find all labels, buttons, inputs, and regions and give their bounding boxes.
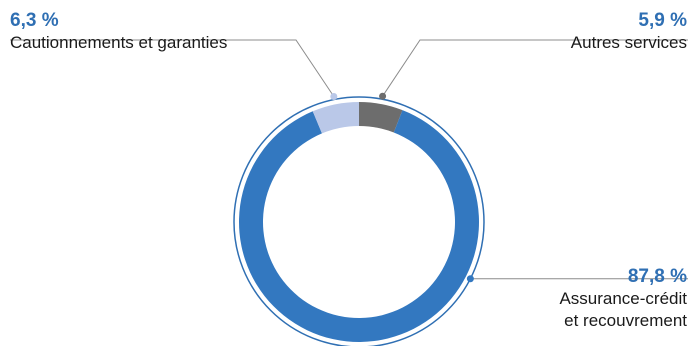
label-assurance-credit: 87,8 % Assurance-crédit et recouvrement — [559, 266, 687, 332]
category-assurance-credit-line1: Assurance-crédit — [559, 289, 687, 308]
percent-autres-services: 5,9 % — [638, 10, 687, 31]
slice-2 — [359, 102, 403, 133]
category-cautionnements: Cautionnements et garanties — [10, 33, 228, 52]
marker-cautionnements — [330, 92, 338, 100]
marker-assurance-credit — [466, 275, 474, 283]
percent-cautionnements: 6,3 % — [10, 10, 59, 31]
label-cautionnements: 6,3 % Cautionnements et garanties — [10, 10, 227, 54]
leader-autres-services — [382, 39, 688, 97]
slice-0 — [239, 110, 480, 343]
category-assurance-credit-line2: et recouvrement — [564, 311, 687, 330]
marker-autres-services — [379, 92, 387, 100]
outer-ring — [233, 96, 485, 346]
category-autres-services: Autres services — [570, 33, 687, 52]
slice-1 — [312, 102, 359, 134]
label-autres-services: 5,9 % Autres services — [571, 10, 687, 54]
leader-cautionnements — [10, 39, 335, 97]
percent-assurance-credit: 87,8 % — [627, 266, 687, 287]
